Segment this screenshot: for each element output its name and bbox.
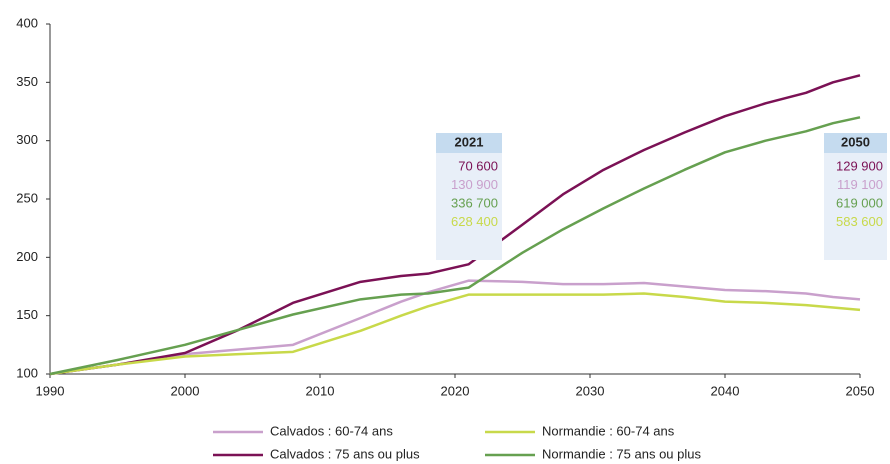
annotation-value: 129 900 [836,158,883,173]
y-tick-label: 350 [16,74,38,89]
annotation-body [436,153,502,260]
annotation-header [436,133,502,153]
annotation-value: 619 000 [836,195,883,210]
legend-label: Calvados : 75 ans ou plus [270,446,420,461]
x-tick-label: 2010 [306,383,335,398]
annotation-title: 2050 [841,134,870,149]
y-tick-label: 200 [16,249,38,264]
y-tick-label: 100 [16,365,38,380]
x-tick-label: 2050 [846,383,875,398]
annotation-value: 130 900 [451,177,498,192]
annotation-value: 70 600 [458,158,498,173]
annotation-value: 628 400 [451,214,498,229]
y-tick-label: 150 [16,307,38,322]
annotation-value: 336 700 [451,195,498,210]
annotation-body [824,153,887,260]
y-tick-label: 250 [16,190,38,205]
x-tick-label: 2020 [441,383,470,398]
x-tick-label: 2040 [711,383,740,398]
annotation-header [824,133,887,153]
annotation-title: 2021 [455,134,484,149]
annotation-value: 583 600 [836,214,883,229]
y-tick-label: 400 [16,15,38,30]
legend-label: Normandie : 60-74 ans [542,423,675,438]
series-line [49,116,861,376]
x-tick-label: 1990 [36,383,65,398]
x-tick-label: 2030 [576,383,605,398]
annotation-value: 119 100 [837,177,883,192]
legend-label: Calvados : 60-74 ans [270,423,393,438]
series-line [49,292,861,376]
series-line [49,279,861,376]
x-tick-label: 2000 [171,383,200,398]
y-tick-label: 300 [16,132,38,147]
legend-label: Normandie : 75 ans ou plus [542,446,701,461]
